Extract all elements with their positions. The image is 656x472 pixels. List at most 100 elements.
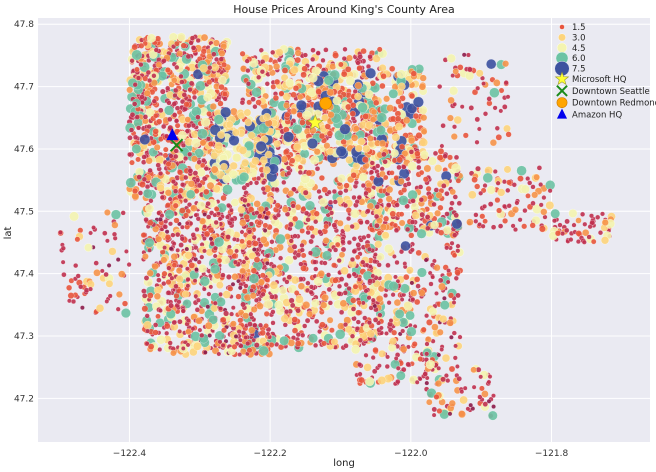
house-point bbox=[156, 118, 163, 125]
house-point bbox=[186, 189, 196, 199]
house-point bbox=[254, 180, 260, 186]
house-point bbox=[310, 233, 316, 240]
house-point bbox=[141, 176, 148, 182]
house-point bbox=[342, 290, 348, 296]
house-point bbox=[275, 212, 281, 218]
house-point bbox=[211, 51, 217, 57]
house-point bbox=[147, 167, 153, 174]
house-point bbox=[120, 308, 131, 319]
house-point bbox=[419, 138, 428, 147]
house-point bbox=[183, 155, 189, 162]
house-point bbox=[139, 134, 151, 145]
house-point bbox=[356, 195, 362, 201]
house-point bbox=[255, 99, 262, 106]
house-point bbox=[223, 310, 230, 317]
house-point bbox=[393, 274, 398, 280]
house-point bbox=[403, 116, 411, 124]
house-point bbox=[187, 180, 196, 188]
house-point bbox=[486, 58, 497, 70]
house-point bbox=[350, 208, 360, 219]
house-point bbox=[233, 334, 239, 339]
house-point bbox=[244, 118, 253, 127]
house-point bbox=[313, 210, 320, 217]
house-point bbox=[346, 54, 353, 62]
house-point bbox=[447, 411, 453, 417]
house-point bbox=[396, 69, 406, 79]
house-point bbox=[199, 162, 206, 169]
house-point bbox=[289, 157, 296, 164]
house-point bbox=[439, 347, 445, 352]
house-point bbox=[75, 273, 81, 279]
house-point bbox=[514, 200, 520, 206]
house-point bbox=[192, 170, 199, 176]
house-point bbox=[420, 114, 428, 122]
house-point bbox=[127, 151, 133, 158]
house-point bbox=[230, 320, 237, 328]
house-point bbox=[538, 225, 546, 233]
house-point bbox=[308, 284, 315, 290]
house-point bbox=[213, 219, 219, 226]
house-point bbox=[486, 185, 496, 195]
house-point bbox=[179, 236, 185, 242]
house-point bbox=[206, 79, 213, 86]
house-point bbox=[426, 398, 433, 406]
house-point bbox=[220, 272, 226, 278]
house-point bbox=[147, 247, 152, 253]
house-point bbox=[318, 132, 326, 140]
house-point bbox=[131, 144, 142, 154]
house-point bbox=[290, 108, 298, 115]
house-point bbox=[369, 169, 375, 175]
house-point bbox=[216, 351, 222, 357]
house-point bbox=[170, 349, 177, 357]
house-point bbox=[568, 237, 574, 243]
house-point bbox=[336, 283, 343, 289]
house-point bbox=[247, 321, 253, 327]
house-point bbox=[379, 325, 384, 331]
house-point bbox=[295, 307, 301, 314]
house-point bbox=[205, 136, 212, 142]
house-point bbox=[397, 82, 406, 91]
house-point bbox=[246, 239, 253, 246]
house-point bbox=[441, 353, 451, 363]
house-point bbox=[292, 124, 303, 135]
house-point bbox=[339, 123, 351, 135]
house-points bbox=[57, 32, 616, 421]
house-point bbox=[127, 135, 133, 141]
house-point bbox=[294, 49, 302, 57]
house-point bbox=[373, 252, 378, 257]
house-point bbox=[434, 379, 443, 388]
house-point bbox=[415, 249, 422, 257]
house-point bbox=[370, 355, 376, 361]
house-point bbox=[520, 184, 530, 194]
house-point bbox=[156, 210, 162, 216]
house-point bbox=[317, 229, 323, 235]
house-point bbox=[436, 154, 444, 161]
house-point bbox=[194, 307, 201, 313]
house-point bbox=[357, 102, 368, 113]
house-point bbox=[386, 104, 394, 112]
house-point bbox=[456, 200, 462, 206]
house-point bbox=[262, 228, 268, 233]
house-point bbox=[283, 101, 291, 109]
house-point bbox=[300, 252, 307, 259]
house-point bbox=[67, 292, 75, 299]
house-point bbox=[318, 197, 329, 207]
house-point bbox=[129, 111, 136, 118]
legend-landmark-label: Downtown Seattle bbox=[572, 87, 650, 97]
house-point bbox=[274, 186, 280, 193]
legend-size-label: 1.5 bbox=[572, 23, 586, 33]
house-point bbox=[203, 188, 210, 196]
house-point bbox=[389, 65, 396, 72]
house-point bbox=[251, 156, 260, 166]
house-point bbox=[419, 211, 426, 218]
house-point bbox=[458, 410, 466, 419]
house-point bbox=[258, 243, 264, 249]
house-point bbox=[384, 363, 390, 370]
house-point bbox=[286, 170, 292, 176]
house-point bbox=[155, 61, 163, 68]
house-point bbox=[165, 202, 171, 208]
house-point bbox=[322, 260, 328, 266]
house-point bbox=[232, 259, 238, 265]
house-point bbox=[141, 293, 148, 299]
house-point bbox=[144, 313, 150, 319]
